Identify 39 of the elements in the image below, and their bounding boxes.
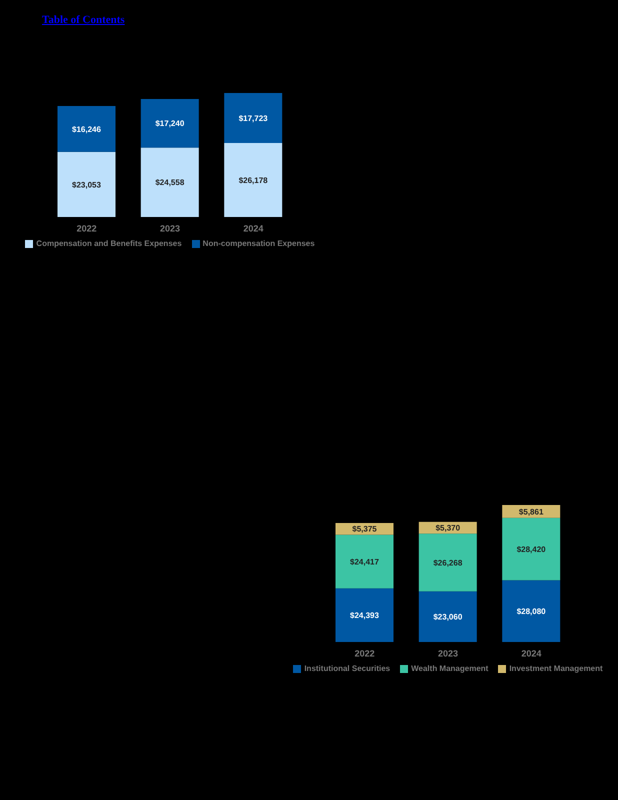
bar	[224, 143, 282, 217]
bar	[224, 93, 282, 144]
x-tick-label: 2023	[160, 223, 180, 234]
bar	[418, 591, 477, 642]
data-label: $5,370	[436, 524, 461, 533]
data-label: $16,246	[72, 124, 102, 134]
legend-label: Non-compensation Expenses	[202, 239, 315, 248]
data-label: $23,060	[433, 612, 463, 622]
legend-label: Wealth Management	[410, 664, 488, 673]
data-label: $17,723	[238, 114, 268, 123]
data-label: $24,393	[350, 611, 380, 620]
data-label: $24,558	[155, 178, 185, 188]
text: Table of Contents	[42, 14, 125, 26]
data-label: $5,375	[352, 524, 378, 534]
bar	[336, 588, 394, 642]
x-tick-label: 2023	[438, 648, 458, 658]
data-label: $28,420	[516, 544, 546, 554]
legend-label: Compensation and Benefits Expenses	[35, 239, 182, 248]
data-label: $23,053	[72, 180, 102, 190]
x-tick-label: 2022	[354, 648, 375, 658]
bar	[502, 580, 560, 642]
data-label: $26,178	[238, 176, 268, 185]
data-label: $26,268	[433, 558, 463, 568]
x-tick-label: 2022	[76, 223, 97, 234]
legend-label: Institutional Securities	[303, 664, 390, 673]
bar	[140, 148, 199, 217]
data-label: $5,861	[518, 507, 544, 516]
data-label: $24,417	[350, 557, 380, 566]
bar	[140, 98, 199, 148]
data-label: $28,080	[516, 606, 546, 616]
bar	[502, 518, 560, 580]
x-tick-label: 2024	[243, 223, 264, 234]
legend-label: Investment Management	[508, 664, 603, 673]
bar	[58, 152, 116, 217]
bar	[58, 106, 116, 152]
bar	[418, 534, 477, 592]
data-label: $17,240	[155, 119, 185, 128]
bar	[336, 534, 394, 588]
x-tick-label: 2024	[521, 648, 542, 658]
